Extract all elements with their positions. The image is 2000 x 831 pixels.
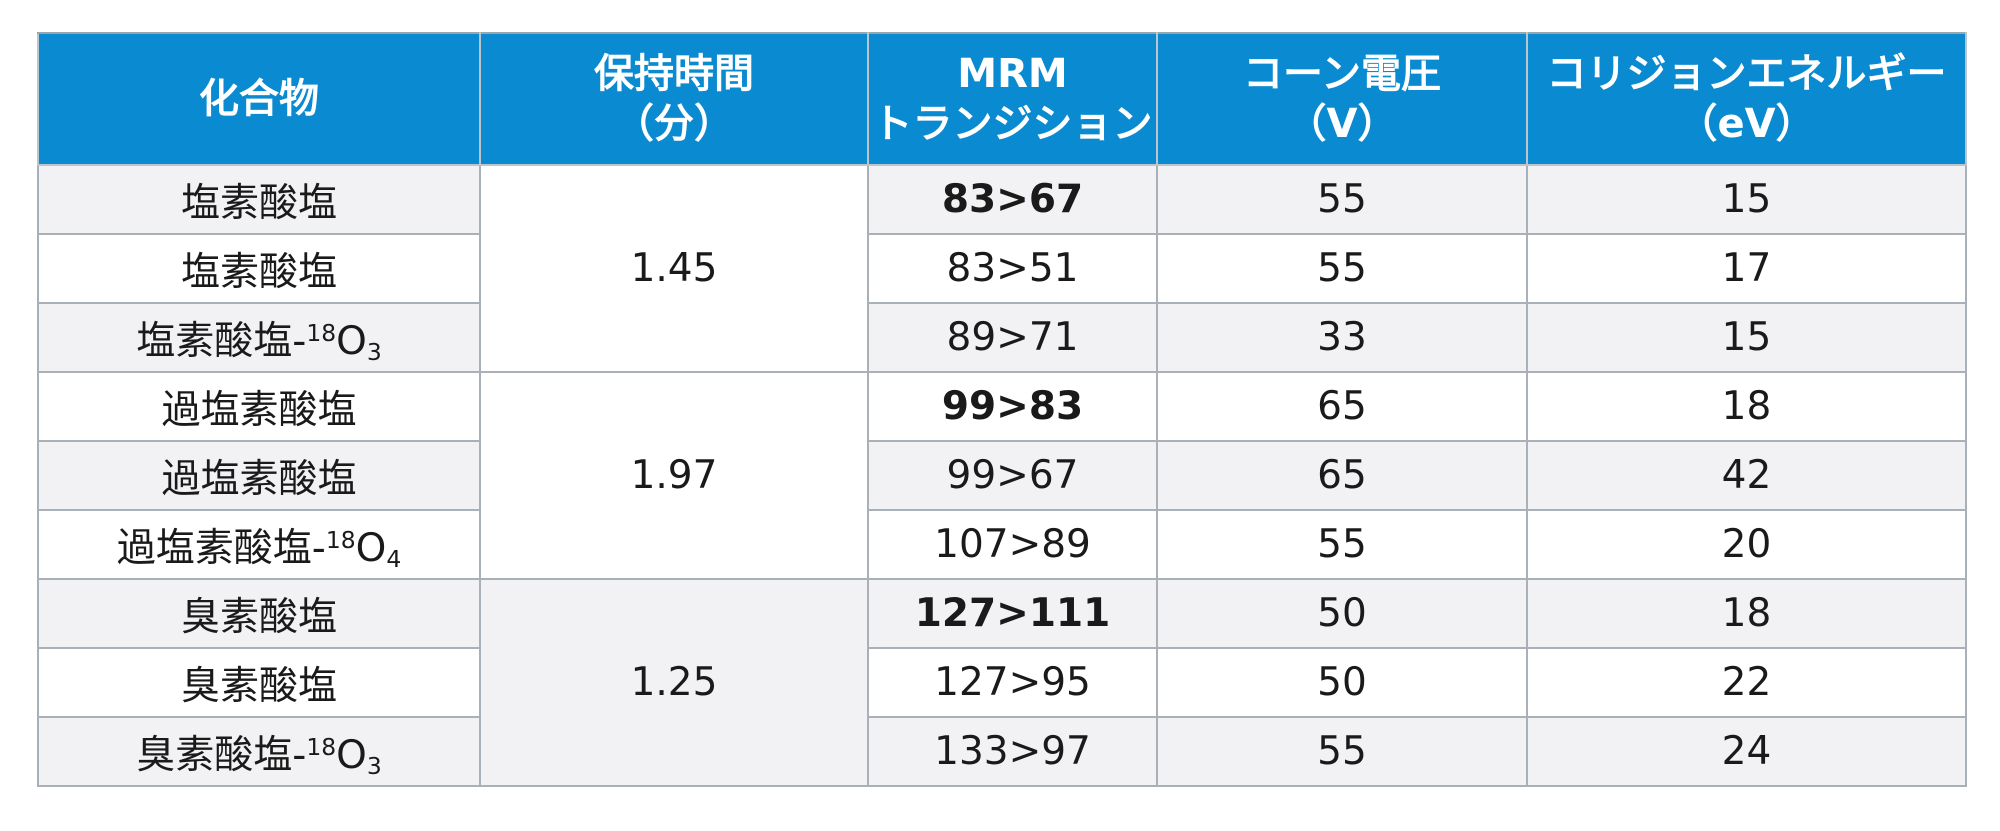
cone-voltage-cell: 55	[1156, 164, 1528, 235]
cone-voltage-cell: 55	[1156, 716, 1528, 787]
table-row: 過塩素酸塩 1.97 99>83 65 18	[37, 371, 1967, 580]
compound-cell-isotope: 塩素酸塩-18O3	[37, 302, 481, 373]
header-compound: 化合物	[37, 32, 481, 166]
collision-energy-cell: 15	[1526, 164, 1967, 235]
transition-cell: 83>51	[867, 233, 1158, 304]
collision-energy-cell: 42	[1526, 440, 1967, 511]
compound-cell-isotope: 臭素酸塩-18O3	[37, 716, 481, 787]
compound-cell: 臭素酸塩	[37, 647, 481, 718]
cone-voltage-cell: 65	[1156, 440, 1528, 511]
mrm-parameters-table: 化合物 保持時間 （分） MRM トランジション コーン電圧 （V） コリジョン…	[37, 32, 1967, 787]
transition-cell-quant: 127>111	[867, 578, 1158, 649]
table-row: 過塩素酸塩-18O4 107>89 55 20	[37, 509, 1967, 580]
compound-cell: 塩素酸塩	[37, 233, 481, 304]
table-row: 臭素酸塩-18O3 133>97 55 24	[37, 716, 1967, 787]
compound-cell-isotope: 過塩素酸塩-18O4	[37, 509, 481, 580]
collision-energy-cell: 18	[1526, 371, 1967, 442]
compound-cell: 臭素酸塩	[37, 578, 481, 649]
table-row: 臭素酸塩 1.25 127>111 50 18	[37, 578, 1967, 787]
retention-time-cell: 1.97	[479, 371, 869, 580]
transition-cell: 99>67	[867, 440, 1158, 511]
transition-cell: 133>97	[867, 716, 1158, 787]
cone-voltage-cell: 33	[1156, 302, 1528, 373]
compound-cell: 過塩素酸塩	[37, 371, 481, 442]
cone-voltage-cell: 55	[1156, 509, 1528, 580]
table-header-row: 化合物 保持時間 （分） MRM トランジション コーン電圧 （V） コリジョン…	[37, 32, 1967, 166]
collision-energy-cell: 22	[1526, 647, 1967, 718]
compound-cell: 塩素酸塩	[37, 164, 481, 235]
table-row: 塩素酸塩-18O3 89>71 33 15	[37, 302, 1967, 373]
collision-energy-cell: 20	[1526, 509, 1967, 580]
table-row: 塩素酸塩 1.45 83>67 55 15	[37, 164, 1967, 373]
transition-cell: 89>71	[867, 302, 1158, 373]
table-body: 塩素酸塩 1.45 83>67 55 15 塩素酸塩 83>51 55 17 塩…	[37, 164, 1967, 787]
transition-cell-quant: 83>67	[867, 164, 1158, 235]
collision-energy-cell: 15	[1526, 302, 1967, 373]
header-retention-time: 保持時間 （分）	[479, 32, 869, 166]
collision-energy-cell: 17	[1526, 233, 1967, 304]
collision-energy-cell: 18	[1526, 578, 1967, 649]
table-row: 臭素酸塩 127>95 50 22	[37, 647, 1967, 718]
cone-voltage-cell: 50	[1156, 647, 1528, 718]
transition-cell: 107>89	[867, 509, 1158, 580]
retention-time-cell: 1.25	[479, 578, 869, 787]
transition-cell-quant: 99>83	[867, 371, 1158, 442]
compound-cell: 過塩素酸塩	[37, 440, 481, 511]
header-cone-voltage: コーン電圧 （V）	[1156, 32, 1528, 166]
collision-energy-cell: 24	[1526, 716, 1967, 787]
table-row: 塩素酸塩 83>51 55 17	[37, 233, 1967, 304]
transition-cell: 127>95	[867, 647, 1158, 718]
table-row: 過塩素酸塩 99>67 65 42	[37, 440, 1967, 511]
header-collision-energy: コリジョンエネルギー （eV）	[1526, 32, 1967, 166]
cone-voltage-cell: 65	[1156, 371, 1528, 442]
retention-time-cell: 1.45	[479, 164, 869, 373]
header-mrm-transition: MRM トランジション	[867, 32, 1158, 166]
cone-voltage-cell: 50	[1156, 578, 1528, 649]
cone-voltage-cell: 55	[1156, 233, 1528, 304]
